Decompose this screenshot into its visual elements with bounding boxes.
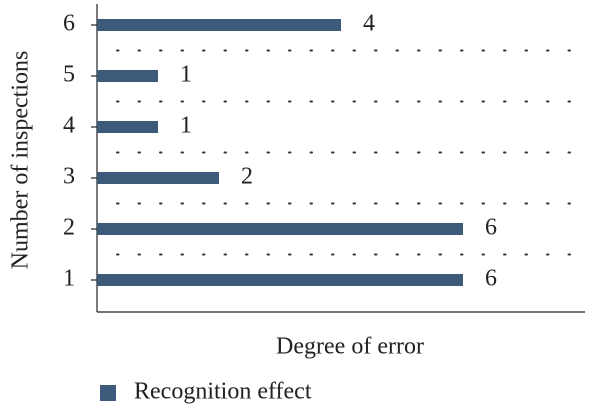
y-tick-label: 3 <box>63 164 75 190</box>
bar <box>97 274 463 286</box>
legend-label: Recognition effect <box>134 379 312 405</box>
data-label: 1 <box>180 113 192 139</box>
bar <box>97 70 158 82</box>
bar <box>97 121 158 133</box>
legend-swatch <box>100 385 116 401</box>
y-tick-label: 2 <box>63 215 75 241</box>
data-label: 2 <box>241 164 253 190</box>
y-tick-label: 6 <box>63 11 75 37</box>
bar <box>97 19 341 31</box>
data-label: 6 <box>485 266 497 292</box>
y-tick-label: 1 <box>63 266 75 292</box>
y-tick-label: 5 <box>63 62 75 88</box>
data-label: 6 <box>485 215 497 241</box>
bar <box>97 172 219 184</box>
y-axis-label: Number of inspections <box>8 51 34 270</box>
bar <box>97 223 463 235</box>
data-label: 1 <box>180 62 192 88</box>
data-label: 4 <box>363 11 375 37</box>
x-axis-label: Degree of error <box>276 334 424 360</box>
y-tick-label: 4 <box>63 113 75 139</box>
